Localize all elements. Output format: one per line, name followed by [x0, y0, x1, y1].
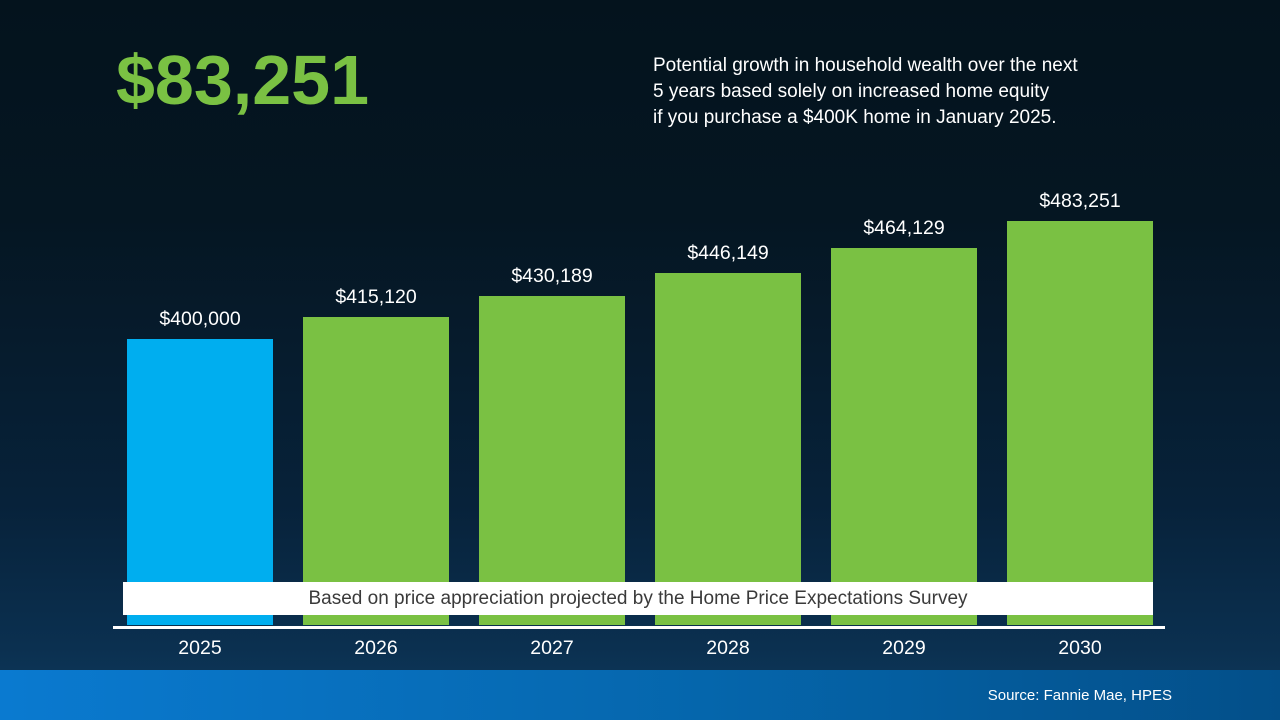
chart-annotation-banner: Based on price appreciation projected by…	[123, 582, 1153, 615]
chart-annotation-text: Based on price appreciation projected by…	[308, 587, 968, 609]
headline-description: Potential growth in household wealth ove…	[653, 53, 1078, 131]
bar-value-label: $400,000	[159, 308, 241, 330]
bar-2028	[655, 273, 801, 625]
bar-value-label: $464,129	[863, 217, 945, 239]
year-label: 2028	[706, 637, 750, 659]
bar-2026	[303, 317, 449, 625]
x-axis-labels: 2025 2026 2027 2028 2029 2030	[115, 637, 1165, 660]
bar-column: $446,149	[655, 242, 801, 625]
source-band: Source: Fannie Mae, HPES	[0, 670, 1280, 720]
bar-value-label: $483,251	[1039, 190, 1121, 212]
bar-chart: $400,000 $415,120 $430,189 $446,149 $464,129…	[113, 185, 1165, 629]
bar-value-label: $446,149	[687, 242, 769, 264]
bar-column: $464,129	[831, 217, 977, 625]
year-label: 2027	[530, 637, 574, 659]
year-label: 2026	[354, 637, 398, 659]
bar-column: $400,000	[127, 308, 273, 625]
year-label: 2025	[178, 637, 222, 659]
bar-2029	[831, 248, 977, 625]
bar-2027	[479, 296, 625, 625]
headline-amount: $83,251	[116, 41, 370, 119]
bar-column: $430,189	[479, 265, 625, 625]
bar-column: $483,251	[1007, 190, 1153, 625]
bar-2025	[127, 339, 273, 625]
bars-area: $400,000 $415,120 $430,189 $446,149 $464,129…	[115, 185, 1165, 625]
description-line-2: 5 years based solely on increased home e…	[653, 81, 1050, 102]
bar-column: $415,120	[303, 286, 449, 625]
year-label: 2029	[882, 637, 926, 659]
year-label: 2030	[1058, 637, 1102, 659]
x-axis-line	[113, 626, 1165, 629]
bar-value-label: $430,189	[511, 265, 593, 287]
description-line-1: Potential growth in household wealth ove…	[653, 55, 1078, 76]
source-text: Source: Fannie Mae, HPES	[987, 686, 1172, 704]
bar-2030	[1007, 221, 1153, 625]
bar-value-label: $415,120	[335, 286, 417, 308]
description-line-3: if you purchase a $400K home in January …	[653, 107, 1057, 128]
